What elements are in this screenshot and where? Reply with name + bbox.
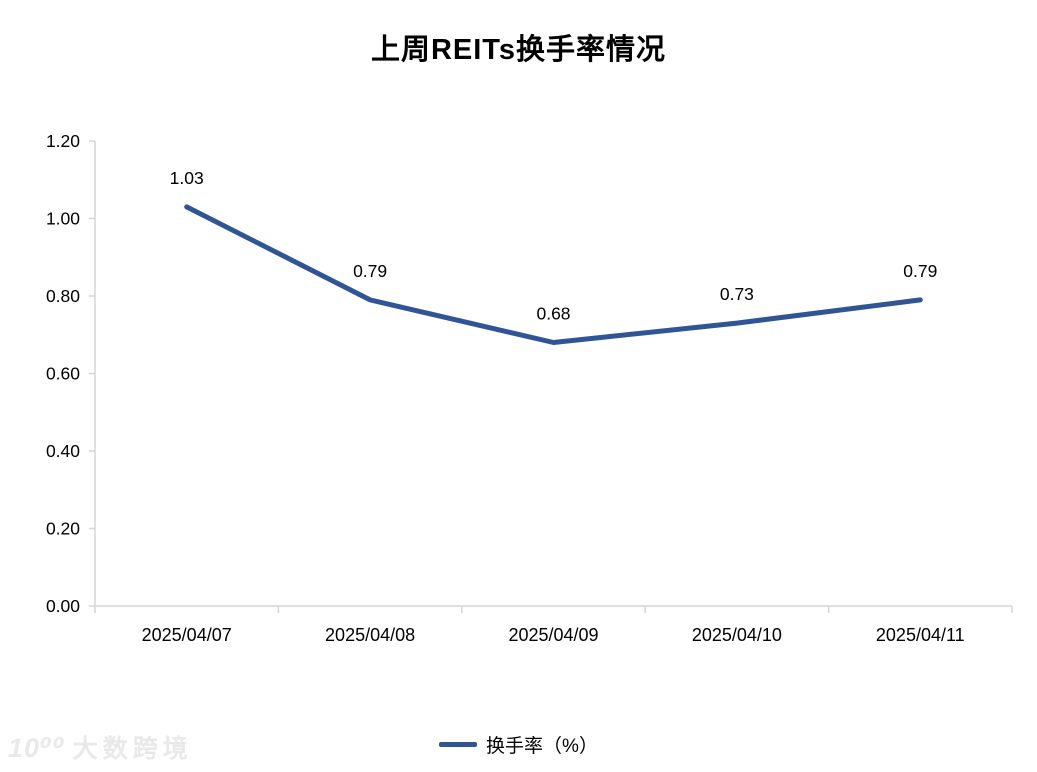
x-tick-label: 2025/04/08 [325,625,415,645]
y-tick-label: 0.00 [46,596,80,616]
y-tick-label: 1.20 [46,131,80,151]
data-label: 0.79 [903,261,937,281]
y-tick-label: 1.00 [46,209,80,229]
y-tick-label: 0.60 [46,364,80,384]
data-label: 0.79 [353,261,387,281]
watermark: 10⁰⁰ 大数跨境 [8,729,193,765]
data-label: 0.68 [536,304,570,324]
dashu-kuajing-logo-icon: 10⁰⁰ [8,733,66,763]
chart-title: 上周REITs换手率情况 [370,34,667,66]
watermark-text: 大数跨境 [72,735,193,763]
data-label: 1.03 [170,168,204,188]
series-line-turnover [184,204,923,345]
legend-line-swatch [439,742,478,747]
legend: 换手率（%） [0,731,1037,758]
x-tick-label: 2025/04/07 [142,625,232,645]
data-label: 0.73 [720,284,754,304]
x-tick-label: 2025/04/11 [876,625,965,645]
x-tick-label: 2025/04/10 [692,625,782,645]
y-tick-label: 0.80 [46,286,80,306]
x-tick-label: 2025/04/09 [508,625,598,645]
y-tick-label: 0.40 [46,441,80,461]
legend-label: 换手率（%） [486,736,598,757]
y-tick-label: 0.20 [46,519,80,539]
